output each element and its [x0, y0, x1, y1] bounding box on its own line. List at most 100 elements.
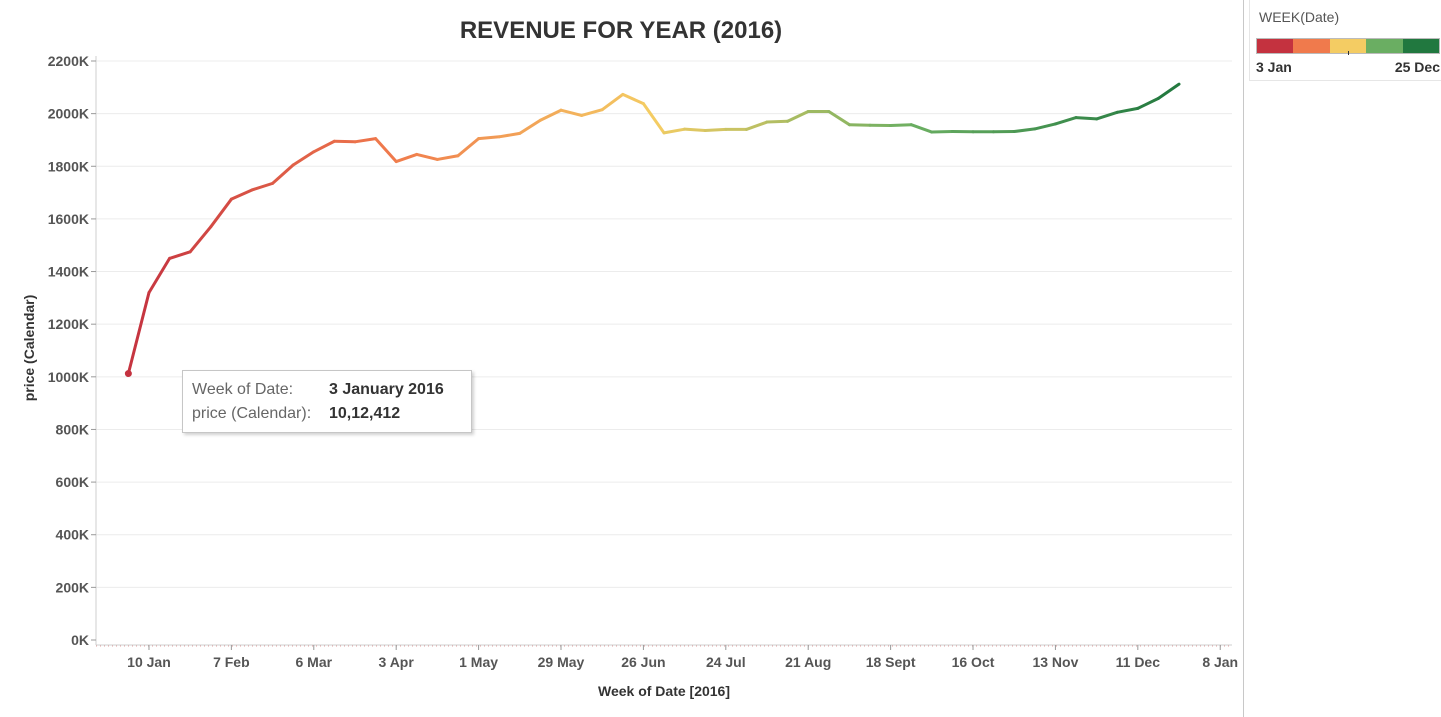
line-segment	[600, 92, 625, 112]
line-segment	[353, 137, 378, 144]
tooltip-price-value: 10,12,412	[329, 405, 401, 422]
line-segment	[477, 135, 501, 141]
line-segment	[188, 225, 213, 254]
tooltip-row-week: Week of Date: 3 January 2016	[192, 381, 444, 399]
line-segment	[580, 108, 604, 117]
line-segment	[456, 137, 481, 158]
ramp-segment	[1293, 39, 1330, 53]
line-segment	[621, 92, 645, 106]
line-segment	[1136, 96, 1160, 110]
x-tick-label: 18 Sept	[866, 654, 916, 670]
line-segment	[641, 102, 666, 135]
line-segment	[332, 139, 357, 144]
y-tick-label: 1800K	[48, 158, 89, 174]
line-segment	[930, 130, 954, 134]
x-axis-label: Week of Date [2016]	[598, 683, 730, 699]
line-segment	[683, 127, 707, 132]
legend-panel: WEEK(Date) 3 Jan 25 Dec	[1243, 0, 1441, 717]
y-axis-label: price (Calendar)	[21, 295, 37, 402]
x-tick-label: 21 Aug	[785, 654, 831, 670]
ramp-segment	[1257, 39, 1294, 53]
x-tick-label: 29 May	[538, 654, 585, 670]
line-segment	[847, 123, 872, 127]
line-segment	[126, 291, 151, 376]
legend-start-label: 3 Jan	[1256, 59, 1292, 75]
tooltip-price-label: price (Calendar):	[192, 405, 312, 422]
x-tick-label: 6 Mar	[295, 654, 332, 670]
line-segment	[786, 110, 810, 123]
y-tick-label: 600K	[56, 474, 89, 490]
line-segment	[662, 127, 687, 135]
x-tick-label: 24 Jul	[706, 654, 746, 670]
x-tick-label: 13 Nov	[1032, 654, 1078, 670]
x-tick-label: 1 May	[459, 654, 498, 670]
line-segment	[1115, 106, 1140, 114]
line-segment	[1033, 122, 1057, 131]
tooltip-week-label: Week of Date:	[192, 381, 294, 398]
line-segment	[168, 250, 192, 260]
line-segment	[559, 108, 584, 117]
grid	[96, 60, 1232, 588]
line-segment	[518, 118, 542, 135]
y-tick-label: 0K	[71, 632, 89, 648]
series-line	[126, 82, 1181, 376]
legend-end-label: 25 Dec	[1394, 59, 1440, 75]
x-ticks: 10 Jan 7 Feb 6 Mar 3 Apr 1 May 29 May 26 Jun 24…	[127, 645, 1238, 670]
line-segment	[1012, 127, 1037, 134]
x-tick-label: 11 Dec	[1116, 654, 1161, 670]
line-segment	[394, 152, 419, 164]
line-segment	[147, 256, 172, 295]
color-legend[interactable]: WEEK(Date) 3 Jan 25 Dec	[1249, 0, 1441, 81]
legend-title: WEEK(Date)	[1259, 9, 1340, 25]
line-segment	[1156, 82, 1181, 100]
points	[124, 370, 132, 378]
line-segment	[312, 139, 336, 154]
line-segment	[250, 181, 275, 192]
line-segment	[209, 197, 233, 229]
y-tick-label: 1400K	[48, 264, 89, 280]
y-tick-label: 200K	[56, 579, 89, 595]
chart-title: REVENUE FOR YEAR (2016)	[460, 17, 782, 44]
ramp-segment	[1366, 39, 1403, 53]
x-tick-label: 26 Jun	[621, 654, 665, 670]
y-tick-label: 1200K	[48, 316, 89, 332]
ramp-segment	[1402, 39, 1440, 53]
line-segment	[765, 119, 790, 124]
y-tick-label: 400K	[56, 527, 89, 543]
line-segment	[1053, 116, 1078, 126]
line-segment	[229, 188, 254, 201]
line-segment	[271, 163, 295, 185]
ramp-segment	[1329, 39, 1367, 53]
tooltip-row-price: price (Calendar): 10,12,412	[192, 405, 400, 423]
line-segment	[909, 123, 934, 134]
line-segment	[827, 110, 851, 127]
tooltip: Week of Date: 3 January 2016 price (Calen…	[182, 370, 472, 433]
y-tick-label: 1600K	[48, 211, 89, 227]
line-segment	[291, 150, 316, 167]
x-tick-label: 16 Oct	[952, 654, 995, 670]
y-tick-label: 2200K	[48, 53, 89, 69]
line-segment	[538, 108, 563, 122]
line-segment	[889, 123, 913, 127]
y-tick-label: 2000K	[48, 106, 89, 122]
y-tick-label: 1000K	[48, 369, 89, 385]
line-chart: REVENUE FOR YEAR (2016) 0K 200K 400K 600K 80…	[21, 17, 1238, 699]
y-tick-label: 800K	[56, 421, 89, 437]
line-segment	[1074, 116, 1099, 121]
line-segment	[497, 131, 522, 139]
line-segment	[703, 127, 728, 132]
axes	[95, 56, 1232, 647]
line-segment	[435, 154, 460, 161]
line-segment	[1095, 110, 1119, 121]
highlighted-point	[124, 370, 132, 378]
x-tick-label: 7 Feb	[213, 654, 250, 670]
x-tick-label: 10 Jan	[127, 654, 171, 670]
y-ticks: 0K 200K 400K 600K 800K 1000K 1200K 1400K 1600K 18…	[48, 53, 96, 648]
line-segment	[744, 120, 769, 131]
line-segment	[374, 137, 398, 164]
x-tick-label: 3 Apr	[379, 654, 415, 670]
tooltip-week-value: 3 January 2016	[329, 381, 444, 398]
x-tick-label: 8 Jan	[1202, 654, 1238, 670]
line-segment	[415, 152, 439, 161]
legend-marker	[1348, 51, 1349, 55]
